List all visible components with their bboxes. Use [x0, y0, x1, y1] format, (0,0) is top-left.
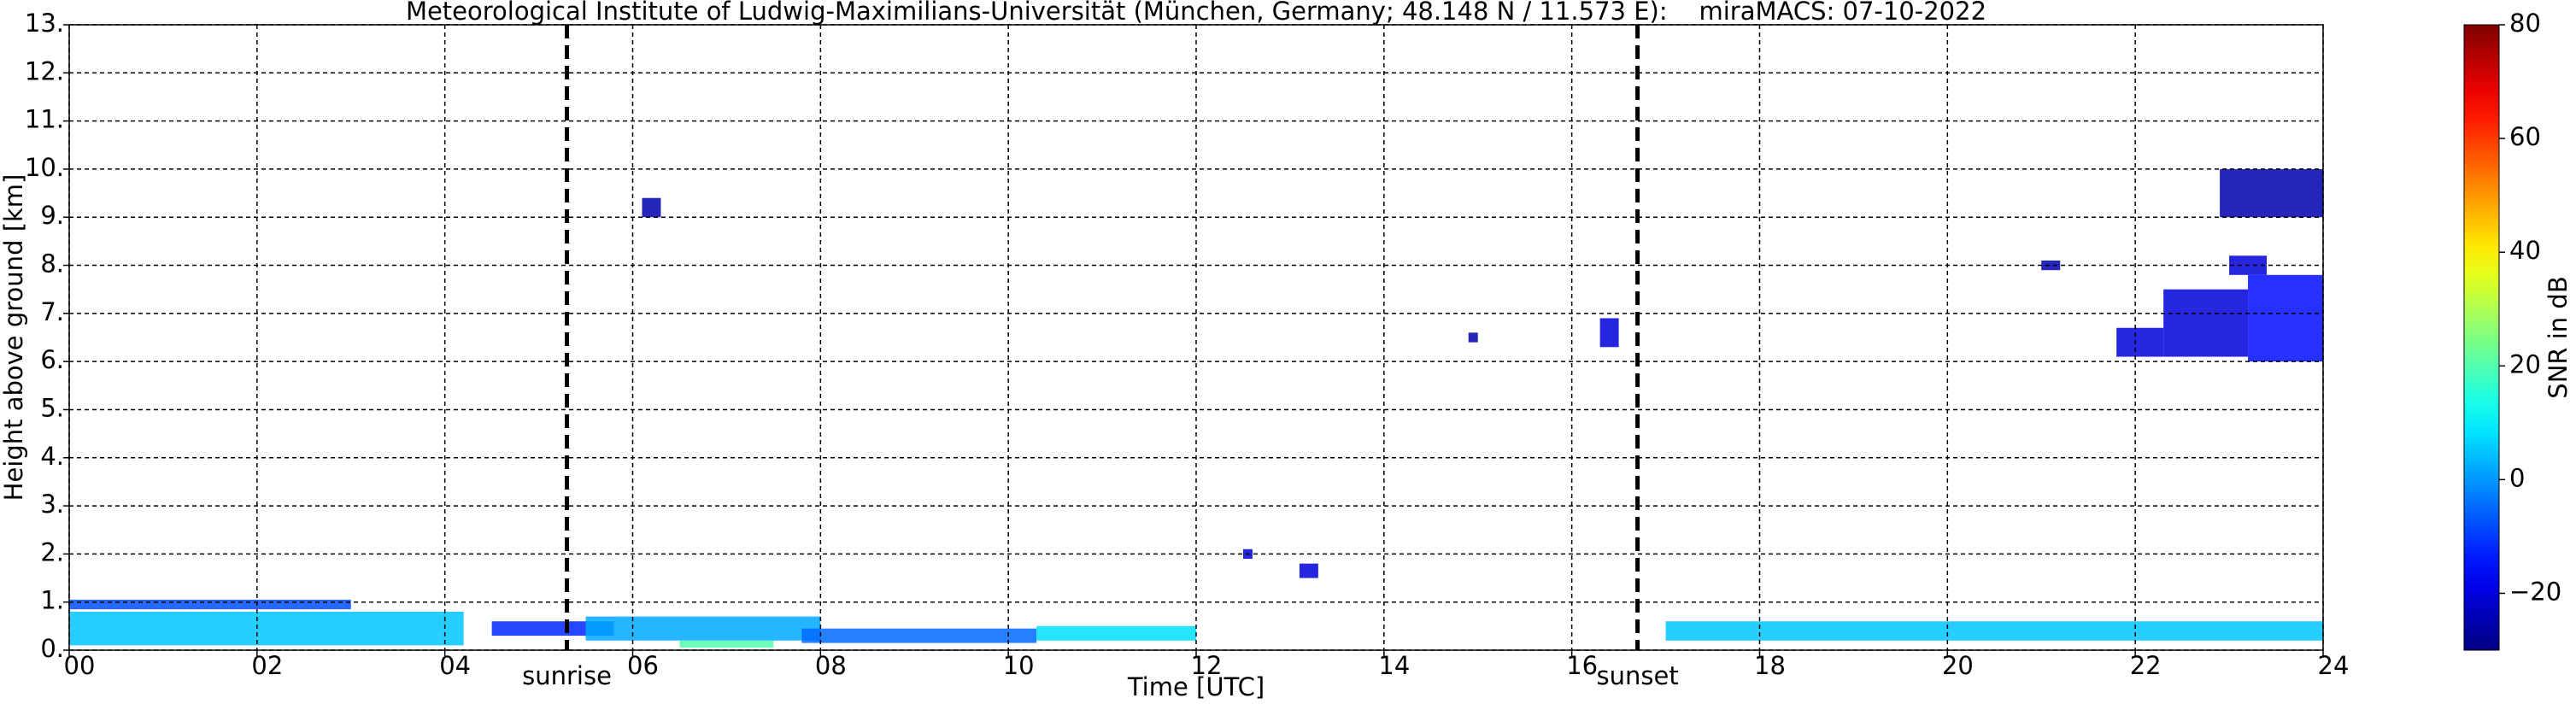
x-tick-label: 06 [627, 651, 659, 680]
echo-region [2248, 274, 2323, 362]
x-tick-label: 04 [439, 651, 471, 680]
y-tick-label: 1. [40, 586, 64, 615]
y-tick-label: 7. [40, 297, 64, 326]
y-tick-label: 11. [25, 105, 64, 134]
echo-region [69, 611, 464, 646]
x-tick-label: 02 [251, 651, 283, 680]
y-tick-label: 5. [40, 393, 64, 422]
y-tick-label: 13. [25, 9, 64, 38]
echo-region [642, 197, 661, 218]
echo-region [2163, 289, 2249, 357]
colorbar-tick-label: 0 [2509, 463, 2525, 492]
x-tick-label: 10 [1003, 651, 1035, 680]
echo-region [2041, 260, 2061, 271]
x-tick-label: 22 [2130, 651, 2162, 680]
annotation-label: sunset [1597, 661, 1679, 690]
echo-region [2220, 168, 2323, 218]
y-tick-label: 10. [25, 153, 64, 182]
echo-region [801, 628, 1037, 643]
echo-region [585, 616, 821, 641]
x-tick-label: 16 [1566, 651, 1598, 680]
echo-region [491, 621, 614, 637]
x-tick-label: 24 [2318, 651, 2350, 680]
y-tick-label: 6. [40, 345, 64, 374]
colorbar-tick-label: −20 [2509, 577, 2561, 606]
y-tick-label: 3. [40, 490, 64, 519]
echo-region [1299, 563, 1318, 578]
echo-region [1468, 332, 1478, 343]
x-tick-label: 00 [64, 651, 96, 680]
x-tick-label: 08 [815, 651, 847, 680]
colorbar [2463, 24, 2500, 651]
echo-region [679, 640, 774, 648]
colorbar-tick-label: 40 [2509, 236, 2541, 265]
y-tick-label: 4. [40, 442, 64, 471]
y-tick-label: 0. [40, 634, 64, 663]
x-tick-label: 14 [1378, 651, 1410, 680]
y-tick-label: 8. [40, 249, 64, 279]
annotation-label: sunrise [522, 661, 612, 690]
y-axis-label: Height above ground [km] [0, 174, 28, 502]
echo-region [1665, 621, 2323, 641]
colorbar-tick-label: 20 [2509, 349, 2541, 378]
y-tick-label: 12. [25, 56, 64, 85]
x-axis-label: Time [UTC] [1127, 672, 1265, 701]
x-tick-label: 12 [1191, 651, 1223, 680]
echo-region [1036, 625, 1196, 641]
colorbar-tick-label: 80 [2509, 9, 2541, 38]
colorbar-tick-label: 60 [2509, 122, 2541, 151]
echo-region [2116, 327, 2164, 357]
x-tick-label: 18 [1754, 651, 1786, 680]
echo-region [1599, 318, 1619, 348]
colorbar-label: SNR in dB [2544, 276, 2573, 398]
x-tick-label: 20 [1942, 651, 1974, 680]
echo-region [69, 599, 351, 610]
y-tick-label: 2. [40, 537, 64, 566]
chart-title: Meteorological Institute of Ludwig-Maxim… [406, 0, 1986, 26]
y-tick-label: 9. [40, 201, 64, 230]
